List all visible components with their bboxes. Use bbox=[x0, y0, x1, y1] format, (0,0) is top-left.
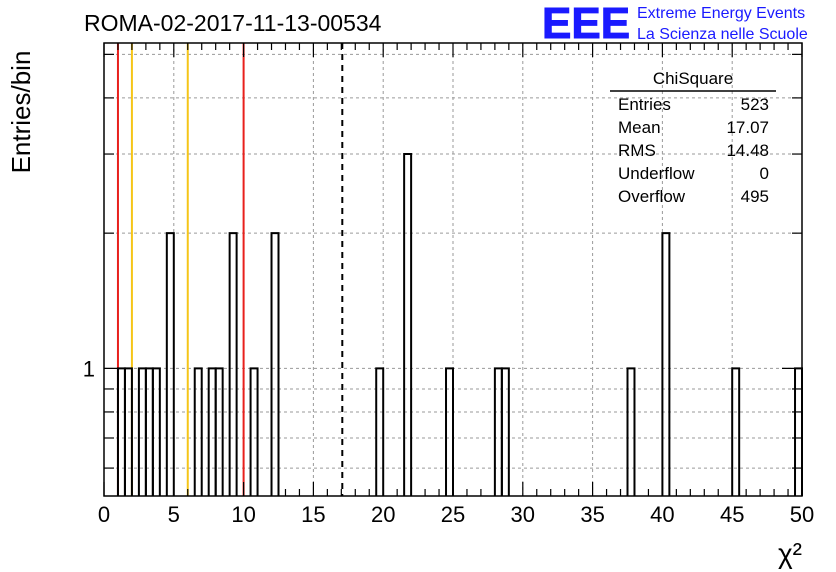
x-tick-label: 30 bbox=[511, 502, 535, 527]
y-tick-labels: 1 bbox=[83, 356, 95, 381]
y-axis-label: Entries/bin bbox=[6, 51, 36, 174]
x-tick-label: 45 bbox=[720, 502, 744, 527]
histogram-bin bbox=[661, 232, 671, 496]
histogram-bin bbox=[165, 232, 175, 496]
x-tick-label: 5 bbox=[168, 502, 180, 527]
logo-line-2: La Scienza nelle Scuole bbox=[637, 26, 808, 43]
logo-line-1: Extreme Energy Events bbox=[637, 5, 805, 22]
histogram-bin bbox=[270, 232, 280, 496]
plot-frame bbox=[103, 42, 803, 497]
stats-value: 0 bbox=[760, 164, 769, 183]
x-tick-label: 0 bbox=[98, 502, 110, 527]
x-axis-label: χ² bbox=[778, 538, 802, 569]
stats-name: ChiSquare bbox=[653, 69, 733, 88]
stats-value: 523 bbox=[741, 95, 769, 114]
histogram-bin bbox=[375, 367, 385, 496]
stats-label: Underflow bbox=[618, 164, 695, 183]
stats-rows: Entries 523 Mean 17.07 RMS 14.48 Underflow 0 Ove… bbox=[618, 95, 769, 206]
plot-title: ROMA-02-2017-11-13-00534 bbox=[84, 10, 382, 36]
x-tick-label: 20 bbox=[371, 502, 395, 527]
stats-label: RMS bbox=[618, 141, 656, 160]
histogram-bin bbox=[151, 367, 161, 496]
histogram-bin bbox=[193, 367, 203, 496]
histogram-bin bbox=[228, 232, 238, 496]
stats-label: Mean bbox=[618, 118, 661, 137]
logo-mark: EEE bbox=[542, 0, 630, 48]
histogram-bin bbox=[445, 367, 454, 496]
histogram-bin bbox=[626, 367, 636, 496]
y-tick-label: 1 bbox=[83, 356, 95, 381]
x-tick-label: 10 bbox=[231, 502, 255, 527]
stats-box: ChiSquare Entries 523 Mean 17.07 RMS 14.48 Und… bbox=[610, 69, 776, 206]
histogram-bin bbox=[249, 367, 259, 496]
x-tick-label: 15 bbox=[301, 502, 325, 527]
histogram-bin bbox=[403, 153, 413, 496]
stats-value: 495 bbox=[741, 187, 769, 206]
stats-value: 17.07 bbox=[726, 118, 769, 137]
stats-value: 14.48 bbox=[726, 141, 769, 160]
stats-label: Entries bbox=[618, 95, 671, 114]
histogram-bin bbox=[214, 367, 224, 496]
histogram-bin bbox=[731, 367, 741, 496]
histogram-bin bbox=[500, 367, 510, 496]
histogram-bin bbox=[123, 367, 133, 496]
x-tick-label: 35 bbox=[580, 502, 604, 527]
x-tick-label: 50 bbox=[790, 502, 814, 527]
logo: EEE Extreme Energy Events La Scienza nel… bbox=[542, 0, 808, 49]
x-tick-label: 25 bbox=[441, 502, 465, 527]
x-tick-labels: 0 5 10 15 20 25 30 35 40 45 50 bbox=[98, 502, 814, 527]
axis-ticks bbox=[103, 43, 803, 496]
stats-label: Overflow bbox=[618, 187, 686, 206]
x-tick-label: 40 bbox=[650, 502, 674, 527]
